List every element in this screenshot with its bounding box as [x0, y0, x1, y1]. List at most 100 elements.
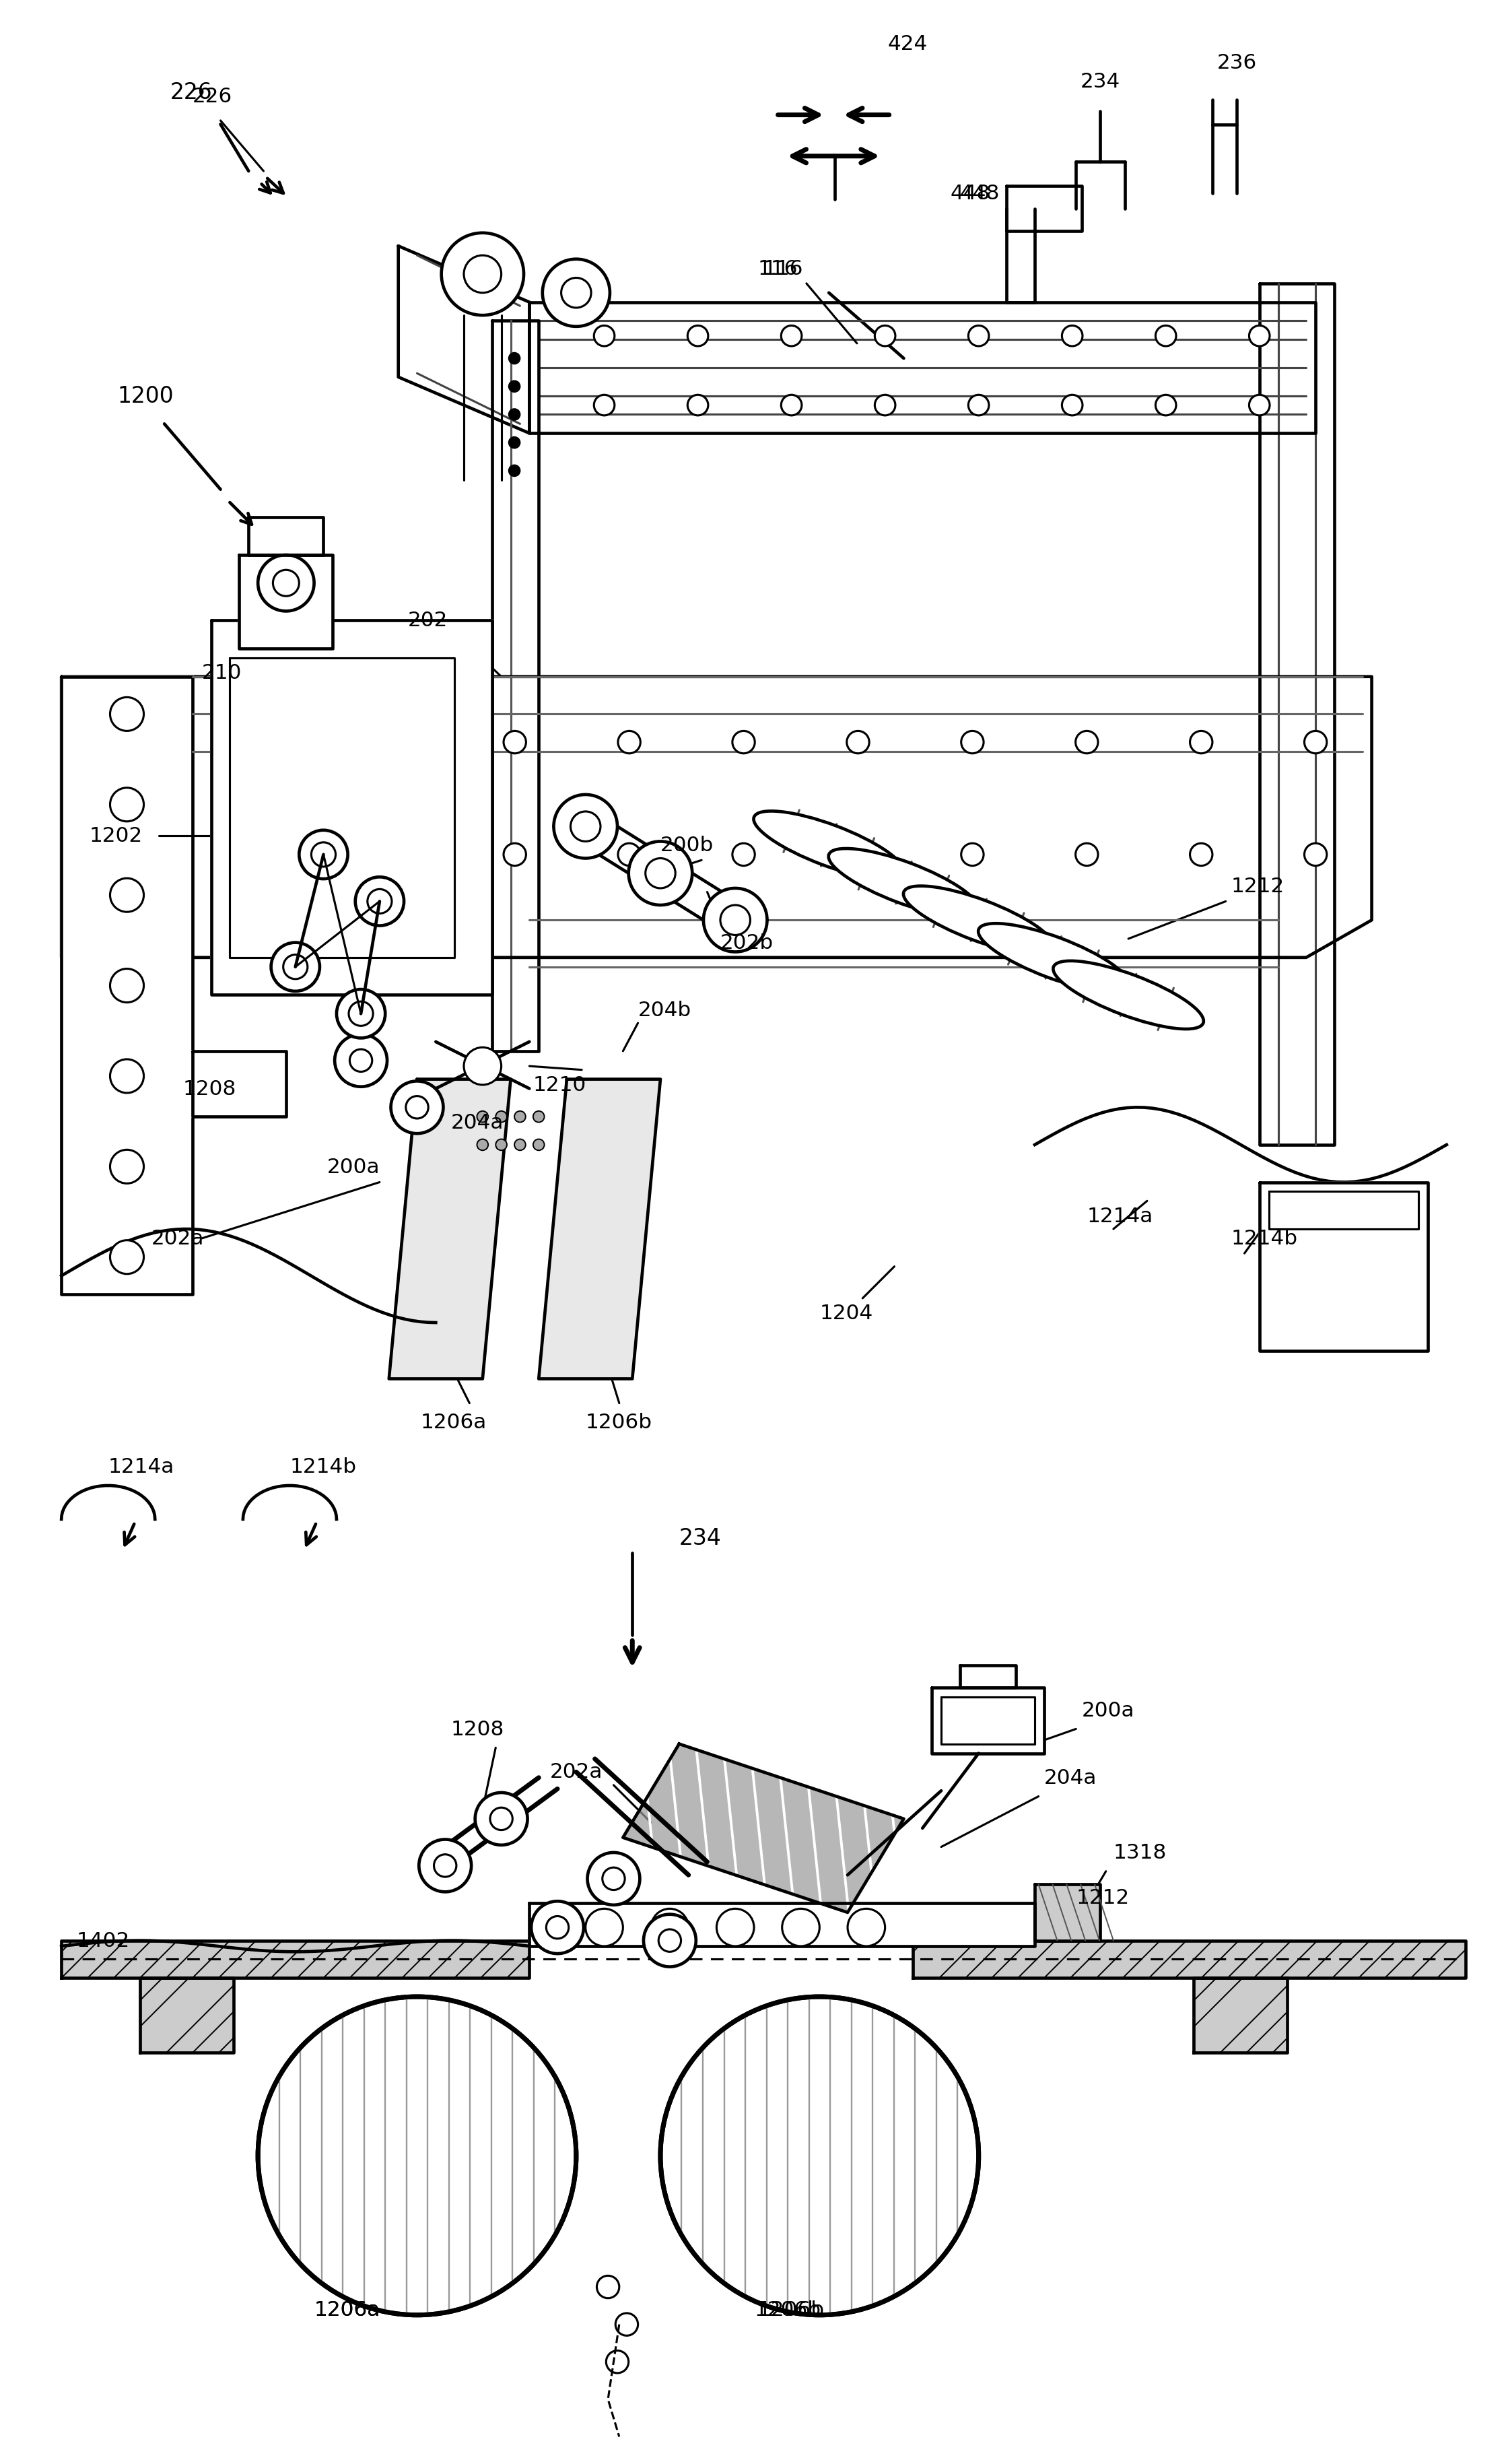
Circle shape	[659, 1929, 682, 1951]
Circle shape	[781, 394, 802, 416]
Circle shape	[875, 394, 896, 416]
Text: 448: 448	[950, 185, 991, 205]
Text: 234: 234	[679, 1528, 721, 1550]
Circle shape	[1075, 732, 1098, 754]
Circle shape	[847, 732, 869, 754]
Circle shape	[110, 788, 143, 821]
Text: 226: 226	[170, 81, 213, 103]
Polygon shape	[623, 1745, 903, 1912]
Circle shape	[847, 1910, 885, 1947]
Circle shape	[1304, 732, 1327, 754]
Circle shape	[688, 394, 709, 416]
Circle shape	[110, 880, 143, 912]
Circle shape	[110, 1060, 143, 1094]
Circle shape	[514, 1138, 526, 1151]
Polygon shape	[1194, 1979, 1288, 2053]
Text: 1402: 1402	[77, 1932, 130, 1951]
Polygon shape	[1034, 1885, 1101, 1942]
Polygon shape	[140, 1979, 234, 2053]
Polygon shape	[389, 1079, 511, 1380]
Circle shape	[504, 732, 526, 754]
Circle shape	[477, 1138, 489, 1151]
Circle shape	[391, 1082, 443, 1133]
Circle shape	[110, 968, 143, 1003]
Circle shape	[284, 956, 308, 978]
Text: 1204: 1204	[819, 1303, 873, 1323]
Polygon shape	[229, 658, 454, 958]
Circle shape	[1075, 843, 1098, 865]
Circle shape	[1190, 732, 1212, 754]
Polygon shape	[193, 1052, 287, 1116]
Circle shape	[258, 1996, 576, 2316]
Circle shape	[496, 1138, 507, 1151]
Circle shape	[477, 1111, 489, 1124]
Text: 202a: 202a	[550, 1762, 603, 1781]
Text: 1318: 1318	[1113, 1843, 1167, 1863]
Text: 424: 424	[888, 34, 927, 54]
Circle shape	[406, 1096, 428, 1119]
Circle shape	[629, 843, 692, 904]
Circle shape	[356, 877, 404, 926]
Circle shape	[721, 904, 751, 936]
Circle shape	[348, 1003, 372, 1025]
Circle shape	[847, 843, 869, 865]
Circle shape	[336, 991, 385, 1037]
Circle shape	[561, 278, 591, 308]
Circle shape	[1155, 394, 1176, 416]
Circle shape	[570, 811, 600, 843]
Circle shape	[597, 2277, 620, 2299]
Circle shape	[464, 1047, 501, 1084]
Circle shape	[464, 256, 501, 293]
Circle shape	[961, 843, 983, 865]
Polygon shape	[932, 1688, 1044, 1754]
Circle shape	[496, 1111, 507, 1124]
Circle shape	[508, 466, 520, 476]
Text: 200a: 200a	[1081, 1700, 1134, 1720]
Circle shape	[110, 1151, 143, 1183]
Circle shape	[335, 1035, 388, 1087]
Polygon shape	[249, 517, 323, 554]
Circle shape	[1304, 843, 1327, 865]
Circle shape	[534, 1111, 544, 1124]
Circle shape	[274, 732, 297, 754]
Text: 1214a: 1214a	[109, 1456, 175, 1476]
Circle shape	[508, 352, 520, 365]
Ellipse shape	[828, 848, 979, 917]
Text: 234: 234	[1080, 71, 1120, 91]
Text: 202a: 202a	[151, 1230, 204, 1249]
Text: 1210: 1210	[534, 1074, 587, 1094]
Circle shape	[602, 1868, 624, 1890]
Circle shape	[968, 325, 989, 347]
Text: 202: 202	[407, 611, 448, 631]
Circle shape	[389, 732, 412, 754]
Circle shape	[875, 325, 896, 347]
Polygon shape	[492, 320, 538, 1052]
Circle shape	[585, 1910, 623, 1947]
Circle shape	[389, 843, 412, 865]
Text: 116: 116	[763, 259, 804, 278]
Polygon shape	[1007, 187, 1081, 232]
Circle shape	[644, 1915, 697, 1966]
Circle shape	[1155, 325, 1176, 347]
Circle shape	[733, 732, 756, 754]
Polygon shape	[961, 1666, 1016, 1688]
Circle shape	[299, 830, 348, 880]
Text: 1206b: 1206b	[754, 2299, 820, 2319]
Text: 210: 210	[202, 663, 241, 683]
Polygon shape	[1268, 1193, 1419, 1230]
Circle shape	[1249, 394, 1270, 416]
Text: 1212: 1212	[1077, 1887, 1129, 1907]
Circle shape	[733, 843, 756, 865]
Circle shape	[475, 1794, 528, 1846]
Circle shape	[543, 259, 609, 328]
Circle shape	[553, 796, 617, 857]
Text: 1208: 1208	[451, 1720, 504, 1740]
Circle shape	[110, 1239, 143, 1274]
Polygon shape	[62, 678, 1372, 958]
Text: 1208: 1208	[182, 1079, 237, 1099]
Circle shape	[1249, 325, 1270, 347]
Circle shape	[434, 1855, 457, 1878]
Circle shape	[350, 1050, 372, 1072]
Ellipse shape	[979, 924, 1128, 993]
Text: 226: 226	[193, 86, 232, 106]
